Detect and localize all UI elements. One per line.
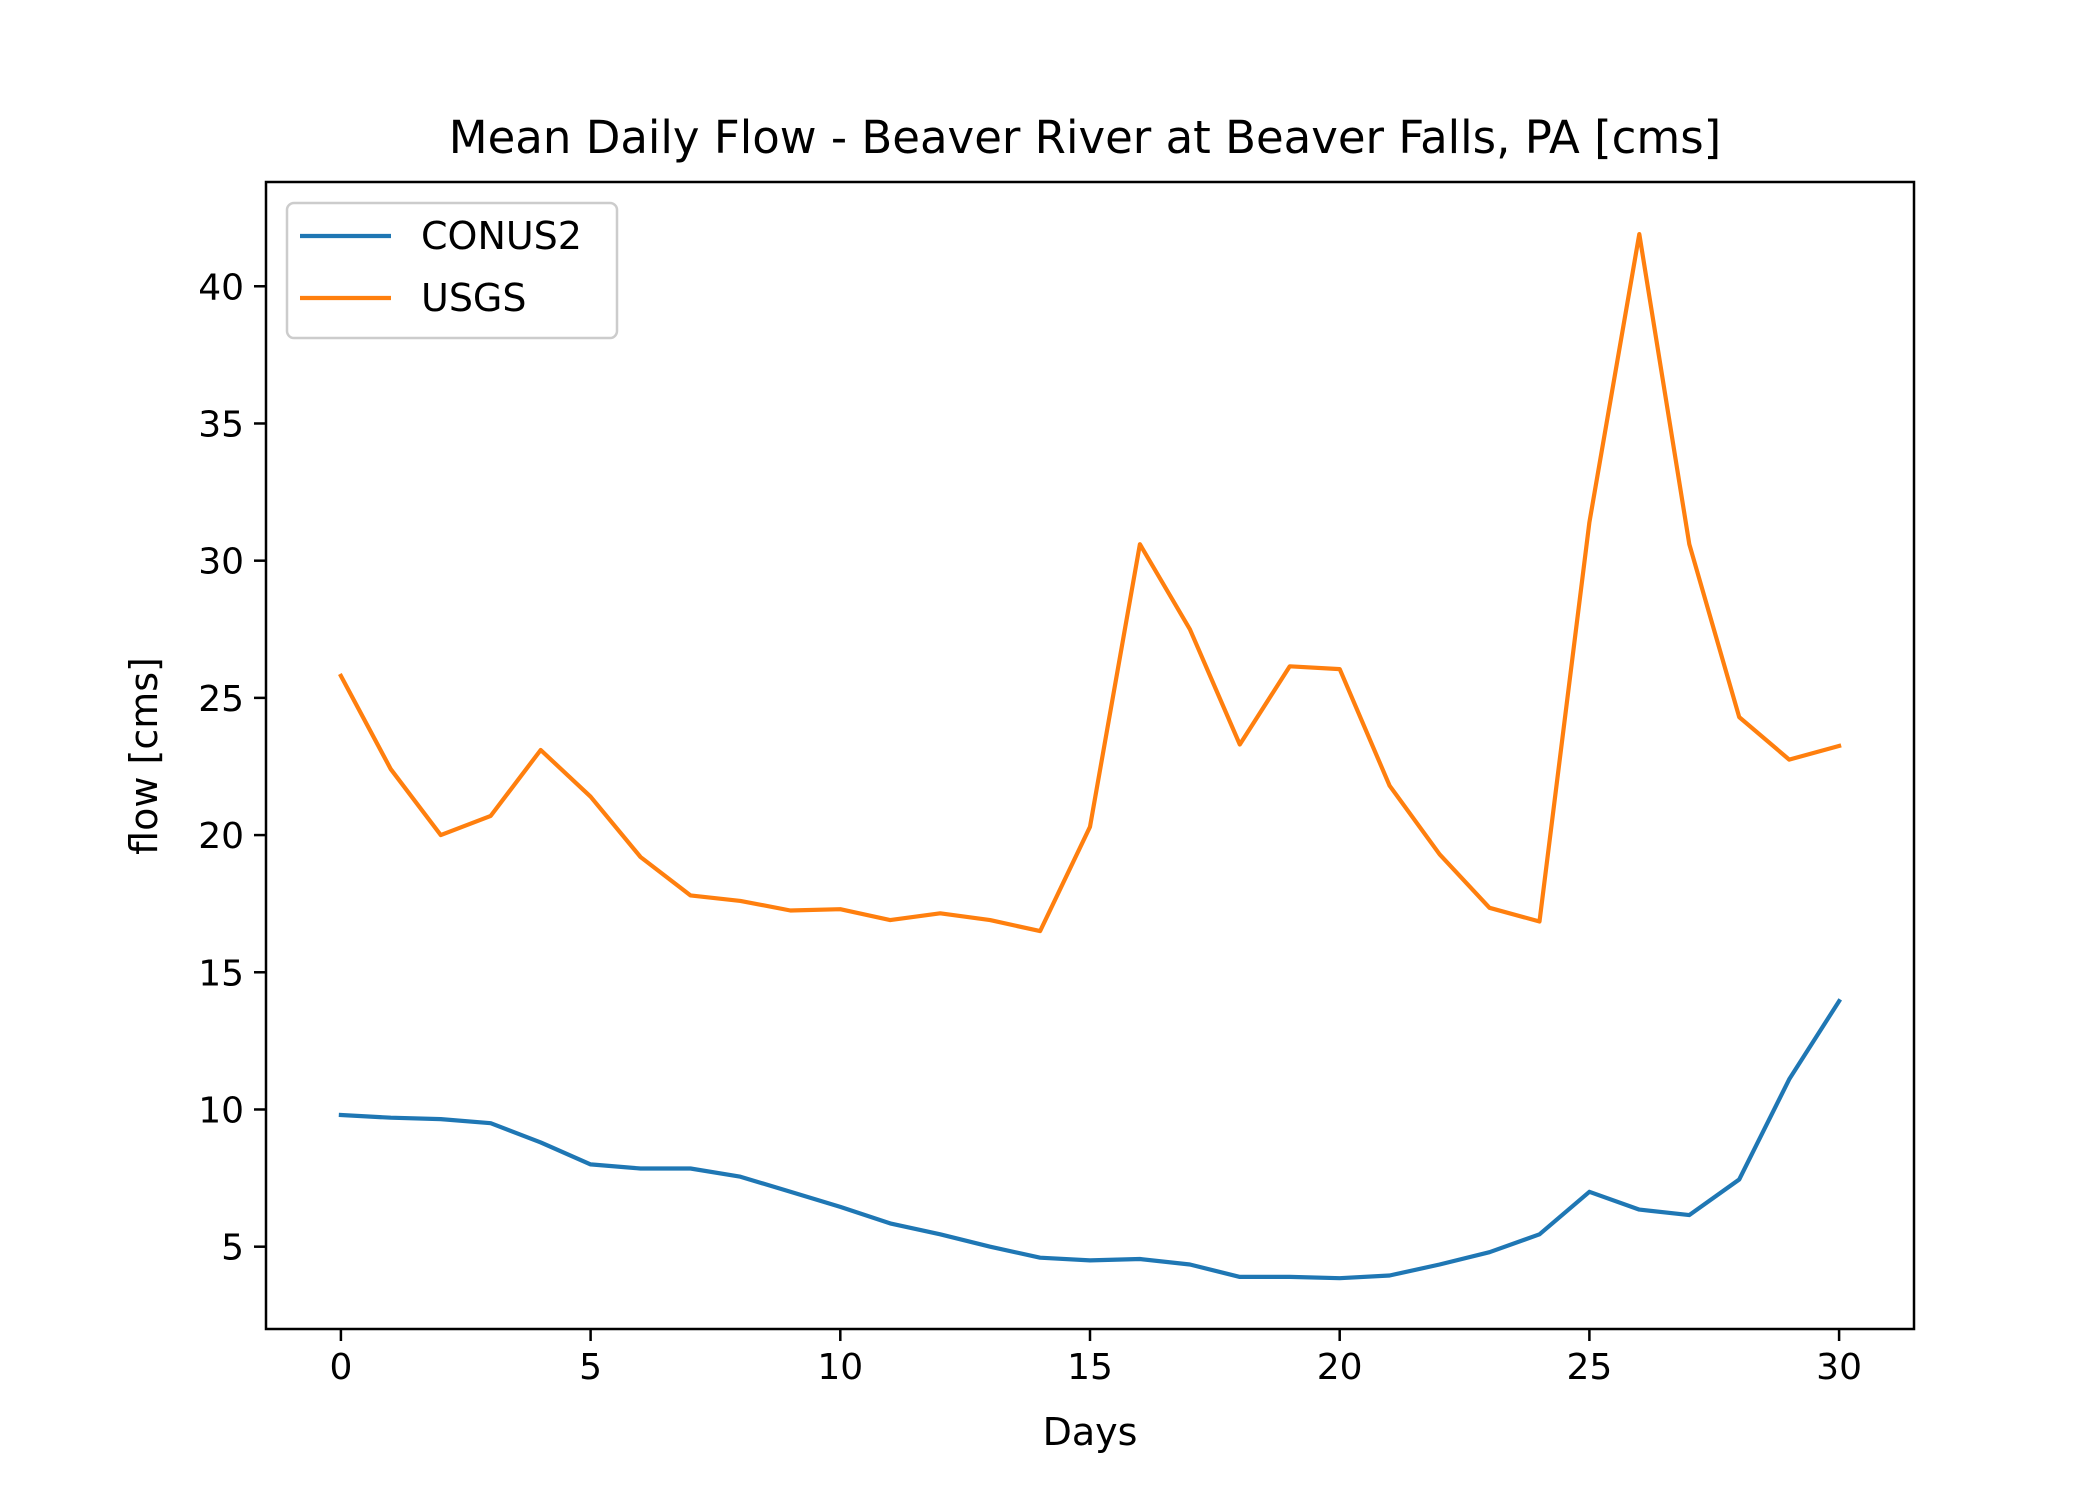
x-tick-label: 30 — [1816, 1347, 1862, 1388]
chart-title: Mean Daily Flow - Beaver River at Beaver… — [449, 111, 1721, 164]
x-axis: 0 5 10 15 20 25 30 — [329, 1329, 1862, 1388]
y-tick-label: 35 — [198, 404, 244, 445]
y-axis: 5 10 15 20 25 30 35 40 — [198, 267, 266, 1269]
x-tick-label: 5 — [579, 1347, 602, 1388]
y-tick-label: 30 — [198, 542, 244, 583]
legend-label-conus2: CONUS2 — [421, 214, 582, 258]
series-line-conus2 — [338, 998, 1842, 1281]
y-tick-label: 20 — [198, 816, 244, 857]
y-tick-label: 15 — [198, 953, 244, 994]
x-tick-label: 20 — [1317, 1347, 1363, 1388]
x-axis-label: Days — [1043, 1410, 1138, 1454]
y-tick-label: 10 — [198, 1090, 244, 1131]
x-tick-label: 15 — [1067, 1347, 1113, 1388]
legend: CONUS2 USGS — [285, 201, 619, 340]
x-tick-label: 0 — [329, 1347, 352, 1388]
y-tick-label: 5 — [221, 1228, 244, 1269]
x-tick-label: 25 — [1566, 1347, 1612, 1388]
series-line-usgs — [338, 232, 1842, 934]
plot-area — [338, 232, 1842, 1281]
legend-label-usgs: USGS — [421, 276, 527, 320]
y-axis-label: flow [cms] — [122, 657, 166, 855]
y-tick-label: 25 — [198, 679, 244, 720]
y-tick-label: 40 — [198, 267, 244, 308]
x-tick-label: 10 — [817, 1347, 863, 1388]
